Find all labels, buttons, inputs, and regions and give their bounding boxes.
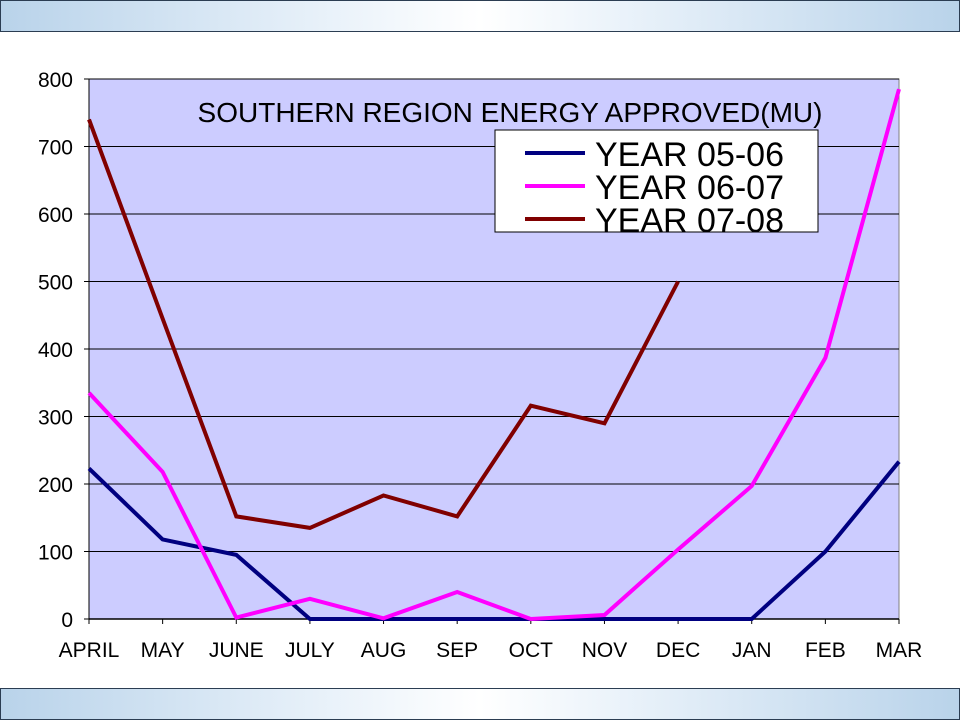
legend-label: YEAR 07-08 — [595, 202, 784, 240]
series-lines — [87, 88, 901, 622]
bottom-decorative-band — [0, 688, 960, 720]
x-axis-tick-labels: APRIL MAY JUNE JULY AUG SEP OCT NOV DEC JAN FEB MAR — [59, 639, 923, 662]
y-tick-label: 0 — [61, 609, 73, 632]
series-line-3 — [87, 118, 680, 530]
x-tick-label: NOV — [582, 639, 628, 662]
legend-label: YEAR 05-06 — [595, 136, 784, 174]
x-tick-label: AUG — [361, 639, 407, 662]
legend-label: YEAR 06-07 — [595, 169, 784, 207]
chart-title: SOUTHERN REGION ENERGY APPROVED(MU) — [198, 97, 823, 128]
x-tick-label: OCT — [509, 639, 554, 662]
y-tick-label: 300 — [38, 407, 73, 430]
y-tick-label: 800 — [38, 69, 73, 92]
series-line-1 — [87, 460, 901, 621]
x-tick-label: FEB — [805, 639, 846, 662]
series-line-2 — [87, 88, 901, 622]
top-decorative-band — [0, 0, 960, 32]
y-axis-tick-labels: 0 100 200 300 400 500 600 700 800 — [38, 69, 73, 632]
y-tick-label: 400 — [38, 339, 73, 362]
x-tick-label: SEP — [436, 639, 478, 662]
y-tick-label: 100 — [38, 542, 73, 565]
x-tick-label: DEC — [656, 639, 700, 662]
x-tick-label: MAR — [876, 639, 923, 662]
y-tick-label: 500 — [38, 272, 73, 295]
y-tick-label: 200 — [38, 474, 73, 497]
x-tick-label: JUNE — [209, 639, 264, 662]
x-tick-label: JAN — [732, 639, 772, 662]
x-tick-label: APRIL — [59, 639, 120, 662]
y-tick-label: 700 — [38, 137, 73, 160]
legend-box — [494, 129, 819, 233]
x-tick-label: JULY — [285, 639, 335, 662]
y-tick-label: 600 — [38, 204, 73, 227]
x-tick-label: MAY — [141, 639, 185, 662]
